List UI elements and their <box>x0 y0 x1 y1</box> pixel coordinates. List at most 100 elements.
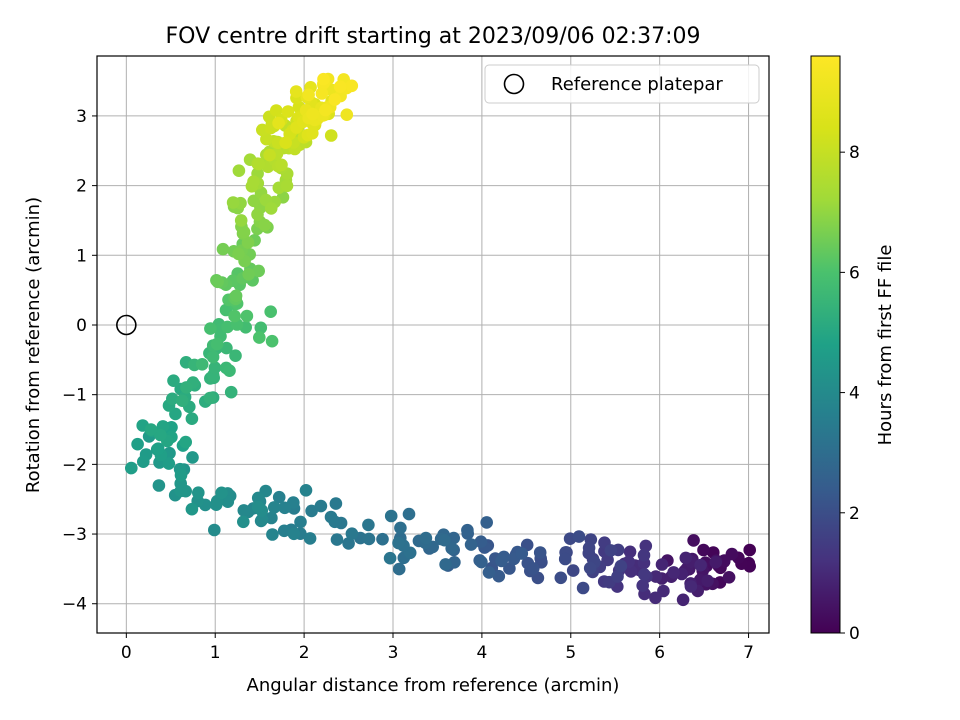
scatter-point <box>438 533 451 547</box>
scatter-point <box>203 391 217 405</box>
scatter-point <box>419 531 433 545</box>
scatter-point <box>234 214 248 227</box>
colorbar-ticks: 0 2 4 6 8 <box>840 143 860 644</box>
scatter-point <box>392 536 405 550</box>
scatter-point <box>697 543 710 557</box>
scatter-point <box>251 500 265 514</box>
scatter-point <box>252 331 266 344</box>
scatter-point <box>237 504 251 517</box>
scatter-point <box>154 428 167 442</box>
scatter-point <box>137 455 150 469</box>
scatter-point <box>247 194 261 208</box>
scatter-point <box>503 562 516 575</box>
scatter-point <box>185 502 199 516</box>
scatter-point <box>624 565 638 578</box>
scatter-point <box>376 532 389 546</box>
x-tick-label: 7 <box>743 643 754 663</box>
scatter-points <box>125 72 756 607</box>
scatter-point <box>392 562 406 576</box>
scatter-point <box>208 361 222 375</box>
scatter-point <box>582 541 596 555</box>
scatter-point <box>215 486 228 500</box>
colorbar <box>810 55 841 634</box>
x-axis-label: Angular distance from reference (arcmin) <box>247 675 620 696</box>
scatter-point <box>179 435 192 449</box>
scatter-point <box>254 321 268 335</box>
scatter-point <box>166 392 179 406</box>
scatter-point <box>299 484 313 497</box>
scatter-point <box>340 108 354 121</box>
scatter-point <box>185 412 199 426</box>
colorbar-tick-label: 0 <box>849 624 860 644</box>
scatter-point <box>461 523 474 537</box>
legend: Reference platepar <box>484 64 760 104</box>
scatter-point <box>192 486 205 500</box>
scatter-point <box>275 158 288 172</box>
legend-box <box>484 64 760 104</box>
scatter-point <box>687 534 700 547</box>
scatter-point <box>151 442 165 456</box>
scatter-point <box>480 516 494 529</box>
scatter-point <box>223 364 236 378</box>
scatter-point <box>614 559 628 573</box>
scatter-point <box>289 85 303 98</box>
scatter-point <box>328 93 342 106</box>
scatter-point <box>319 103 332 117</box>
scatter-point <box>237 515 250 529</box>
scatter-point <box>252 264 265 278</box>
scatter-point <box>267 501 281 514</box>
scatter-point <box>743 543 756 557</box>
scatter-point <box>362 532 376 546</box>
scatter-point <box>384 509 398 523</box>
scatter-point <box>210 337 224 351</box>
scatter-point <box>228 309 241 323</box>
scatter-point <box>709 555 723 569</box>
y-tick-label: 0 <box>76 316 87 336</box>
reference-platepar-marker <box>116 314 137 336</box>
legend-reference-icon <box>503 73 525 95</box>
scatter-point <box>237 225 251 239</box>
scatter-point <box>317 72 330 86</box>
scatter-point <box>345 527 359 540</box>
scatter-point <box>195 358 209 371</box>
scatter-point <box>636 579 649 592</box>
scatter-point <box>345 79 359 93</box>
y-tick-label: −3 <box>62 525 87 545</box>
x-tick-label: 5 <box>565 643 576 663</box>
scatter-point <box>208 523 221 537</box>
scatter-point <box>302 88 315 102</box>
scatter-point <box>266 528 279 541</box>
colorbar-tick-label: 4 <box>849 384 860 404</box>
scatter-point <box>583 561 597 575</box>
scatter-point <box>394 521 407 535</box>
x-axis-ticks: 0 1 2 3 4 5 6 7 <box>121 633 754 663</box>
scatter-point <box>515 547 529 560</box>
scatter-point <box>324 129 338 142</box>
scatter-point <box>242 268 255 281</box>
scatter-point <box>492 569 506 583</box>
scatter-point <box>162 457 176 470</box>
scatter-point <box>655 558 669 571</box>
scatter-point <box>251 208 264 221</box>
scatter-point <box>611 570 624 583</box>
scatter-point <box>204 322 217 335</box>
scatter-point <box>270 104 283 117</box>
x-tick-label: 6 <box>654 643 665 663</box>
scatter-point <box>604 544 618 557</box>
x-tick-label: 2 <box>299 643 310 663</box>
scatter-point <box>206 350 220 364</box>
scatter-point <box>263 148 276 162</box>
scatter-point <box>229 289 243 303</box>
scatter-point <box>144 423 158 436</box>
scatter-point <box>315 87 329 100</box>
scatter-point <box>402 507 416 521</box>
scatter-point <box>684 580 698 593</box>
scatter-point <box>176 394 189 408</box>
colorbar-tick-label: 6 <box>849 263 860 283</box>
scatter-point <box>637 548 651 562</box>
scatter-point <box>482 566 496 579</box>
chart-title: FOV centre drift starting at 2023/09/06 … <box>166 24 701 49</box>
scatter-point <box>232 247 245 261</box>
scatter-point <box>306 127 319 140</box>
